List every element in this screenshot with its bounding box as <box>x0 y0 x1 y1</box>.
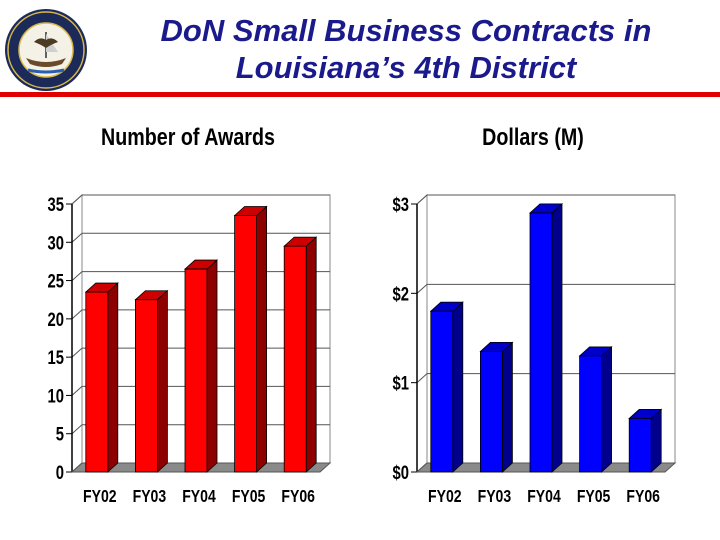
navy-seal-logo <box>5 9 87 91</box>
awards-gridline <box>71 194 330 205</box>
dollars-x-tick-label: FY02 <box>428 486 462 506</box>
dollars-y-tick-label: $2 <box>393 284 409 305</box>
dollars-chart: $0 $1 $2 $3 FY02 FY03 FY04 FY05 FY06 <box>360 118 720 528</box>
slide-title: DoN Small Business Contracts in Louisian… <box>96 12 716 86</box>
dollars-bar-fy03 <box>479 341 514 473</box>
dollars-chart-title: Dollars (M) <box>482 124 584 151</box>
awards-bar-fy02 <box>84 282 119 473</box>
awards-y-tick-label: 15 <box>48 347 64 368</box>
awards-bar-fy05 <box>233 205 268 473</box>
dollars-gridline <box>416 283 675 294</box>
dollars-bar-fy05 <box>578 345 613 473</box>
dollars-y-tick-label: $1 <box>393 373 409 394</box>
awards-x-tick-label: FY06 <box>281 486 315 506</box>
dollars-x-tick-label: FY06 <box>626 486 660 506</box>
dollars-y-tick-label: $3 <box>393 194 409 215</box>
dollars-x-tick-label: FY04 <box>527 486 561 506</box>
awards-chart-title: Number of Awards <box>101 124 275 151</box>
awards-y-tick-label: 0 <box>56 462 64 483</box>
title-rule <box>0 92 720 97</box>
title-line-1: DoN Small Business Contracts in <box>160 13 652 48</box>
awards-y-tick-label: 35 <box>48 194 64 215</box>
awards-x-tick-label: FY05 <box>232 486 266 506</box>
dollars-x-tick-label: FY03 <box>478 486 512 506</box>
awards-bar-fy03 <box>134 289 169 473</box>
awards-y-tick-label: 20 <box>48 309 64 330</box>
dollars-y-tick-label: $0 <box>393 462 409 483</box>
dollars-bar-fy06 <box>628 408 663 473</box>
dollars-bar-fy04 <box>528 203 564 473</box>
awards-chart: 0 5 10 15 20 25 30 35 FY02 FY03 FY04 FY05 FY06 <box>0 118 360 528</box>
slide-header: DoN Small Business Contracts in Louisian… <box>0 0 720 100</box>
awards-x-tick-label: FY04 <box>182 486 216 506</box>
awards-side-wall <box>71 193 83 474</box>
title-line-2: Louisiana’s 4th District <box>235 50 577 85</box>
awards-bar-fy04 <box>183 259 219 473</box>
dollars-chart-svg: $0 $1 $2 $3 FY02 FY03 FY04 FY05 FY06 <box>393 193 677 506</box>
awards-bar-fy06 <box>283 236 318 473</box>
dollars-gridline <box>416 194 675 205</box>
awards-x-tick-label: FY02 <box>83 486 117 506</box>
awards-chart-svg: 0 5 10 15 20 25 30 35 FY02 FY03 FY04 FY05 FY06 <box>48 193 332 506</box>
awards-y-tick-label: 5 <box>56 424 64 445</box>
dollars-side-wall <box>416 193 428 474</box>
awards-y-tick-label: 10 <box>48 386 64 407</box>
awards-y-tick-label: 30 <box>48 233 64 254</box>
awards-y-tick-label: 25 <box>48 271 64 292</box>
dollars-x-tick-label: FY05 <box>577 486 611 506</box>
awards-x-tick-label: FY03 <box>133 486 167 506</box>
dollars-bar-fy02 <box>429 301 464 473</box>
